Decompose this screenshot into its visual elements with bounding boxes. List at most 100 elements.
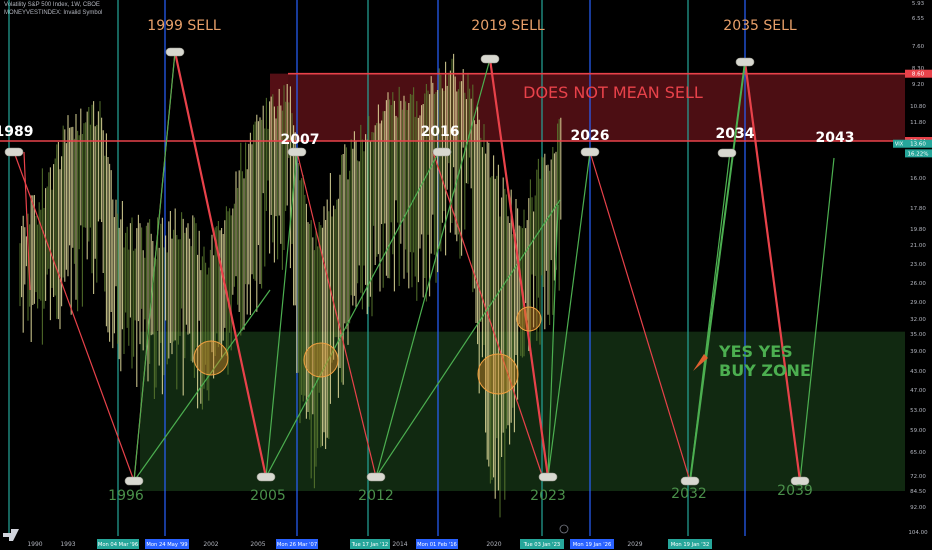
price-axis-tick: 16.00 xyxy=(910,176,926,182)
price-axis-tick: 6.55 xyxy=(912,16,925,22)
date-badge-text: Mon 19 Jan '32 xyxy=(671,542,710,548)
green-trend-line xyxy=(133,289,271,482)
price-tag xyxy=(905,139,932,148)
replay-icon[interactable] xyxy=(559,524,569,534)
point-marker[interactable] xyxy=(790,476,810,486)
point-marker[interactable] xyxy=(735,57,755,67)
time-axis-tick: 1990 xyxy=(27,541,42,548)
highlight-circle xyxy=(516,306,542,332)
rocket-icon xyxy=(693,354,708,371)
point-marker[interactable] xyxy=(538,472,558,482)
highlight-circle xyxy=(303,342,339,378)
time-axis-tick: 2020 xyxy=(486,541,501,548)
price-axis-tick: 26.00 xyxy=(910,281,926,287)
red-trend-line-bold xyxy=(488,58,550,478)
point-marker[interactable] xyxy=(480,54,500,64)
price-axis-tick: 5.93 xyxy=(912,1,925,7)
price-axis-tick: 92.00 xyxy=(910,505,926,511)
price-axis-panel xyxy=(905,0,932,550)
price-axis-tick: 17.80 xyxy=(910,206,926,212)
price-axis-tick: 11.80 xyxy=(910,120,926,126)
red-trend-line xyxy=(432,151,545,482)
top-year-label: 2026 xyxy=(571,128,610,144)
point-marker[interactable] xyxy=(366,472,386,482)
bottom-year-label: 1996 xyxy=(108,488,144,504)
time-axis-panel xyxy=(0,538,932,550)
bottom-year-label: 2012 xyxy=(358,488,394,504)
bottom-year-label: 2032 xyxy=(671,486,707,502)
point-marker[interactable] xyxy=(680,476,700,486)
red-trend-line xyxy=(589,151,691,482)
price-tag-text: 13.60 xyxy=(910,142,926,148)
top-year-label: 1989 xyxy=(0,124,33,140)
bottom-year-label: 2039 xyxy=(777,483,813,499)
point-marker[interactable] xyxy=(165,47,185,57)
red-trend-line xyxy=(296,151,377,478)
time-axis-tick: 2005 xyxy=(250,541,265,548)
price-axis-tick: 7.60 xyxy=(912,44,925,50)
date-badge-text: Tue 17 Jan '12 xyxy=(351,542,388,548)
green-trend-line-bold xyxy=(689,61,746,482)
top-year-label: 2043 xyxy=(816,130,855,146)
price-axis-tick: 47.00 xyxy=(910,388,926,394)
date-badge xyxy=(97,539,139,549)
price-tag xyxy=(905,149,932,158)
point-marker[interactable] xyxy=(287,147,307,157)
date-badge-text: Mon 26 Mar '07 xyxy=(277,542,317,548)
symbol-tag-text: VIX xyxy=(895,142,904,148)
sell-label: 2019 SELL xyxy=(471,18,545,34)
green-trend-line xyxy=(265,149,441,478)
date-badge-text: Mon 01 Feb '16 xyxy=(417,542,457,548)
green-trend-line xyxy=(375,58,491,478)
date-badge-text: Mon 24 May '99 xyxy=(146,542,187,548)
price-axis-tick: 29.00 xyxy=(910,300,926,306)
price-axis-tick: 8.30 xyxy=(912,66,925,72)
price-axis-tick: 32.00 xyxy=(910,317,926,323)
price-tag xyxy=(905,69,932,78)
top-year-label: 2016 xyxy=(421,124,460,140)
date-badge xyxy=(145,539,189,549)
price-axis-tick: 104.00 xyxy=(908,530,928,536)
price-axis-tick: 23.00 xyxy=(910,262,926,268)
top-year-label: 2007 xyxy=(281,132,320,148)
green-trend-line xyxy=(547,151,591,478)
zone-does-not-mean-sell xyxy=(270,73,905,141)
date-badge xyxy=(570,539,614,549)
point-marker[interactable] xyxy=(580,147,600,157)
price-axis-tick: 39.00 xyxy=(910,349,926,355)
price-axis-tick: 43.00 xyxy=(910,369,926,375)
date-badge-text: Mon 04 Mar '96 xyxy=(98,542,138,548)
time-axis-tick: 2029 xyxy=(627,541,642,548)
tradingview-logo-icon xyxy=(3,529,19,541)
zone-label-buy-zone-line1: YES YES xyxy=(718,342,793,361)
point-marker[interactable] xyxy=(717,148,737,158)
time-axis-tick: 2002 xyxy=(203,541,218,548)
chart-title: Volatility S&P 500 Index, 1W, CBOE xyxy=(4,2,100,8)
point-marker[interactable] xyxy=(124,476,144,486)
top-year-label: 2034 xyxy=(716,126,755,142)
point-marker[interactable] xyxy=(4,147,24,157)
red-trend-line-bold xyxy=(173,51,268,478)
price-axis-tick: 53.00 xyxy=(910,408,926,414)
symbol-tag xyxy=(893,139,905,148)
zone-label-does-not-mean-sell: DOES NOT MEAN SELL xyxy=(523,83,703,102)
date-badge xyxy=(416,539,458,549)
date-badge xyxy=(350,539,390,549)
bottom-year-label: 2005 xyxy=(250,488,286,504)
green-trend-line xyxy=(799,157,835,482)
green-trend-line xyxy=(265,151,298,478)
sell-label: 2035 SELL xyxy=(723,18,797,34)
date-badge-text: Mon 19 Jan '26 xyxy=(573,542,612,548)
point-marker[interactable] xyxy=(432,147,452,157)
price-axis-tick: 116.00 xyxy=(908,0,928,2)
price-tag-text: 8.60 xyxy=(912,72,925,78)
point-marker[interactable] xyxy=(256,472,276,482)
price-axis-tick: 84.50 xyxy=(910,489,926,495)
red-trend-line xyxy=(23,151,31,291)
highlight-circle xyxy=(477,353,519,395)
date-badge xyxy=(276,539,318,549)
price-axis-tick: 35.00 xyxy=(910,332,926,338)
date-badge xyxy=(520,539,564,549)
bottom-year-label: 2023 xyxy=(530,488,566,504)
